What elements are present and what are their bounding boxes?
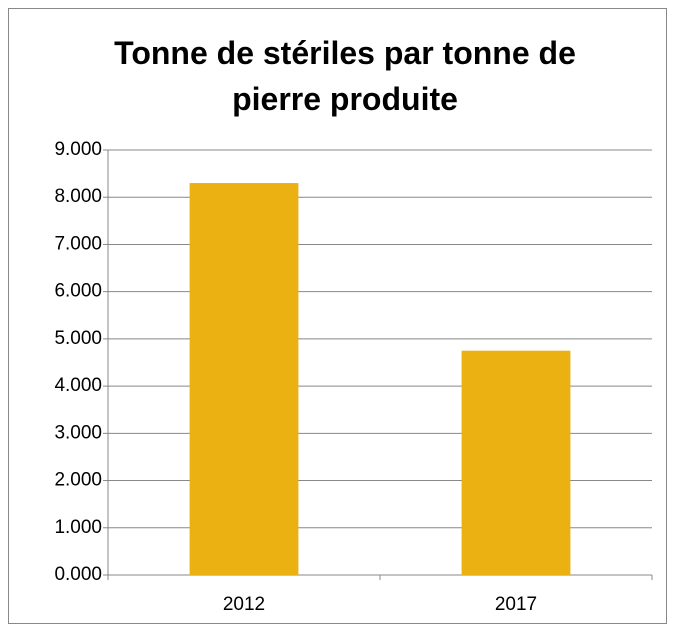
bar	[461, 350, 571, 575]
x-tick-label: 2017	[495, 594, 537, 615]
y-tick-label: 3.000	[54, 422, 102, 443]
y-tick-label: 9.000	[54, 139, 102, 160]
y-tick-label: 5.000	[54, 328, 102, 349]
y-tick-label: 4.000	[54, 375, 102, 396]
x-tick-label: 2012	[223, 594, 265, 615]
bar	[189, 183, 299, 576]
chart-border	[8, 8, 667, 624]
y-tick-label: 1.000	[54, 517, 102, 538]
chart-title: Tonne de stériles par tonne de pierre pr…	[114, 35, 576, 117]
y-tick-label: 6.000	[54, 281, 102, 302]
y-tick-label: 7.000	[54, 233, 102, 254]
y-tick-label: 2.000	[54, 470, 102, 491]
y-tick-label: 8.000	[54, 186, 102, 207]
y-tick-label: 0.000	[54, 564, 102, 585]
